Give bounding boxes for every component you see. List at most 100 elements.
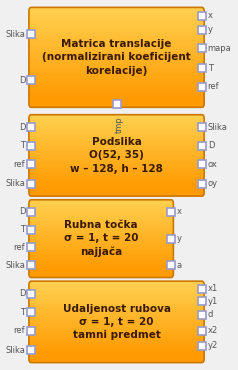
FancyBboxPatch shape: [29, 157, 204, 166]
Text: Slika: Slika: [208, 123, 228, 132]
FancyBboxPatch shape: [29, 61, 204, 70]
FancyBboxPatch shape: [29, 125, 204, 134]
FancyBboxPatch shape: [29, 242, 173, 251]
FancyBboxPatch shape: [29, 303, 204, 312]
Text: Slika: Slika: [5, 30, 25, 39]
FancyBboxPatch shape: [29, 18, 204, 28]
Text: Slika: Slika: [5, 261, 25, 270]
FancyBboxPatch shape: [29, 209, 173, 218]
FancyBboxPatch shape: [29, 77, 204, 87]
FancyBboxPatch shape: [29, 318, 204, 327]
FancyBboxPatch shape: [29, 300, 204, 309]
FancyBboxPatch shape: [29, 11, 204, 20]
FancyBboxPatch shape: [29, 334, 204, 343]
Text: y: y: [177, 234, 182, 243]
FancyBboxPatch shape: [29, 250, 173, 259]
FancyBboxPatch shape: [29, 233, 173, 242]
FancyBboxPatch shape: [29, 35, 204, 44]
FancyBboxPatch shape: [29, 305, 204, 314]
FancyBboxPatch shape: [29, 156, 204, 165]
FancyBboxPatch shape: [29, 72, 204, 81]
FancyBboxPatch shape: [29, 90, 204, 100]
FancyBboxPatch shape: [29, 88, 204, 98]
FancyBboxPatch shape: [29, 169, 204, 178]
FancyBboxPatch shape: [29, 282, 204, 292]
FancyBboxPatch shape: [29, 27, 204, 37]
FancyBboxPatch shape: [29, 206, 173, 216]
FancyBboxPatch shape: [29, 153, 204, 162]
FancyBboxPatch shape: [29, 16, 204, 26]
FancyBboxPatch shape: [29, 246, 173, 255]
FancyBboxPatch shape: [29, 44, 204, 54]
FancyBboxPatch shape: [29, 236, 173, 245]
FancyBboxPatch shape: [29, 139, 204, 149]
FancyBboxPatch shape: [29, 238, 173, 246]
FancyBboxPatch shape: [29, 145, 204, 155]
FancyBboxPatch shape: [29, 315, 204, 324]
FancyBboxPatch shape: [29, 321, 204, 330]
FancyBboxPatch shape: [29, 212, 173, 221]
Text: d: d: [208, 310, 213, 319]
FancyBboxPatch shape: [29, 267, 173, 276]
FancyBboxPatch shape: [29, 226, 173, 235]
Text: ref: ref: [14, 160, 25, 169]
Text: Udaljenost rubova
σ = 1, t = 20
tamni predmet: Udaljenost rubova σ = 1, t = 20 tamni pr…: [63, 304, 171, 340]
FancyBboxPatch shape: [29, 162, 204, 171]
FancyBboxPatch shape: [29, 37, 204, 46]
FancyBboxPatch shape: [29, 333, 204, 342]
Text: Slika: Slika: [5, 346, 25, 354]
FancyBboxPatch shape: [29, 264, 173, 273]
FancyBboxPatch shape: [29, 50, 204, 59]
Text: D: D: [19, 289, 25, 298]
FancyBboxPatch shape: [29, 64, 204, 74]
Text: ox: ox: [208, 160, 218, 169]
FancyBboxPatch shape: [29, 239, 173, 248]
Text: D: D: [19, 123, 25, 132]
FancyBboxPatch shape: [29, 253, 173, 262]
Text: oy: oy: [208, 179, 218, 188]
FancyBboxPatch shape: [29, 249, 173, 258]
FancyBboxPatch shape: [29, 352, 204, 361]
FancyBboxPatch shape: [29, 51, 204, 61]
FancyBboxPatch shape: [29, 213, 173, 223]
FancyBboxPatch shape: [29, 330, 204, 339]
FancyBboxPatch shape: [29, 165, 204, 174]
FancyBboxPatch shape: [29, 266, 173, 275]
FancyBboxPatch shape: [29, 24, 204, 33]
FancyBboxPatch shape: [29, 252, 173, 260]
FancyBboxPatch shape: [29, 129, 204, 138]
FancyBboxPatch shape: [29, 260, 173, 269]
FancyBboxPatch shape: [29, 322, 204, 332]
FancyBboxPatch shape: [29, 204, 173, 213]
Text: tmp: tmp: [115, 117, 124, 133]
FancyBboxPatch shape: [29, 185, 204, 195]
FancyBboxPatch shape: [29, 263, 173, 272]
FancyBboxPatch shape: [29, 342, 204, 351]
FancyBboxPatch shape: [29, 154, 204, 164]
Text: D: D: [19, 208, 25, 216]
FancyBboxPatch shape: [29, 254, 173, 263]
FancyBboxPatch shape: [29, 327, 204, 336]
FancyBboxPatch shape: [29, 219, 173, 228]
Text: Matrica translacije
(normalizirani koeficijent
korelacije): Matrica translacije (normalizirani koefi…: [42, 39, 191, 75]
FancyBboxPatch shape: [29, 175, 204, 184]
FancyBboxPatch shape: [29, 138, 204, 147]
FancyBboxPatch shape: [29, 182, 204, 192]
FancyBboxPatch shape: [29, 346, 204, 355]
Text: y2: y2: [208, 341, 218, 350]
FancyBboxPatch shape: [29, 42, 204, 52]
FancyBboxPatch shape: [29, 216, 173, 225]
FancyBboxPatch shape: [29, 299, 204, 308]
FancyBboxPatch shape: [29, 261, 173, 270]
FancyBboxPatch shape: [29, 92, 204, 102]
FancyBboxPatch shape: [29, 14, 204, 24]
FancyBboxPatch shape: [29, 126, 204, 135]
FancyBboxPatch shape: [29, 22, 204, 31]
FancyBboxPatch shape: [29, 245, 173, 253]
FancyBboxPatch shape: [29, 232, 173, 241]
FancyBboxPatch shape: [29, 222, 173, 231]
FancyBboxPatch shape: [29, 202, 173, 211]
FancyBboxPatch shape: [29, 243, 173, 252]
FancyBboxPatch shape: [29, 199, 173, 209]
FancyBboxPatch shape: [29, 218, 173, 227]
